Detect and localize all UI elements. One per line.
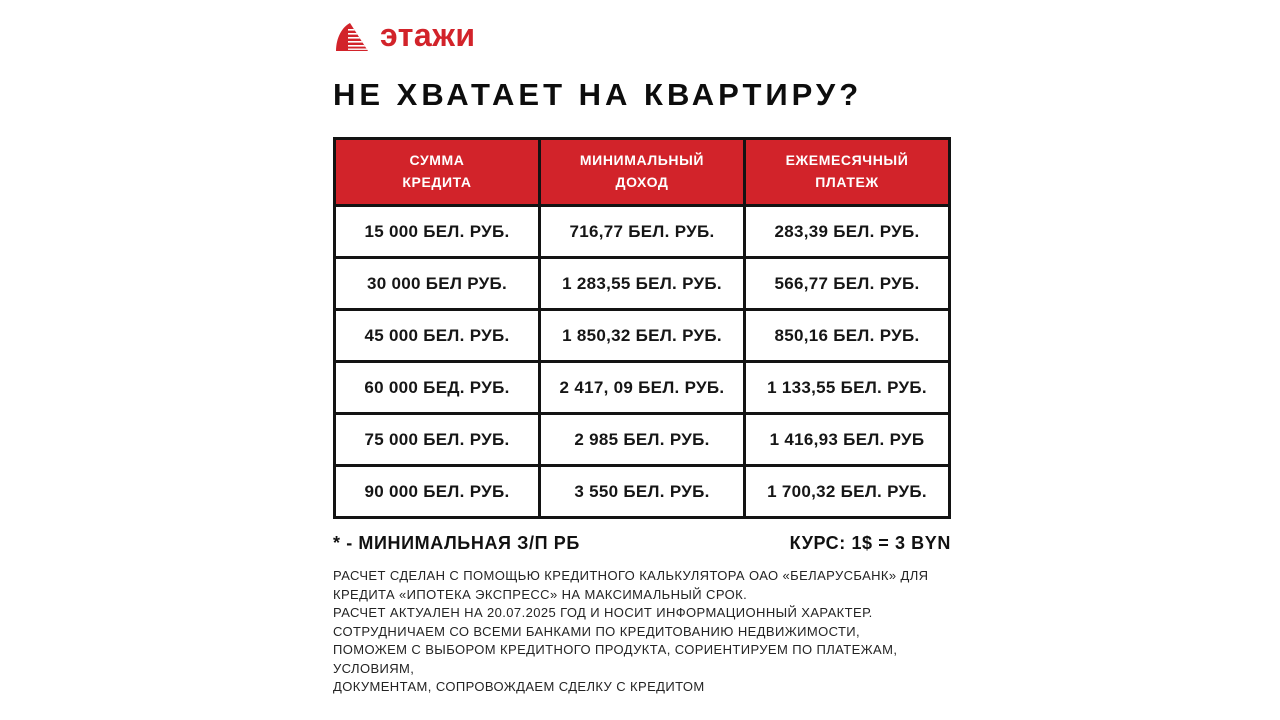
cell-monthly-payment: 566,77 БЕЛ. РУБ.: [743, 256, 951, 311]
cell-min-income: 2 417, 09 БЕЛ. РУБ.: [538, 360, 746, 415]
disclaimer-line: ДОКУМЕНТАМ, СОПРОВОЖДАЕМ СДЕЛКУ С КРЕДИТ…: [333, 679, 705, 694]
cell-min-income: 1 283,55 БЕЛ. РУБ.: [538, 256, 746, 311]
header-cell-monthly-payment: ЕЖЕМЕСЯЧНЫЙ ПЛАТЕЖ: [743, 137, 951, 207]
brand-logo: этажи: [333, 18, 951, 54]
disclaimer-line: РАСЧЕТ АКТУАЛЕН НА 20.07.2025 ГОД И НОСИ…: [333, 605, 873, 620]
cell-monthly-payment: 1 133,55 БЕЛ. РУБ.: [743, 360, 951, 415]
cell-min-income: 716,77 БЕЛ. РУБ.: [538, 204, 746, 259]
cell-monthly-payment: 283,39 БЕЛ. РУБ.: [743, 204, 951, 259]
header-line: КРЕДИТА: [402, 174, 472, 190]
cell-min-income: 1 850,32 БЕЛ. РУБ.: [538, 308, 746, 363]
header-row: СУММА КРЕДИТА МИНИМАЛЬНЫЙ ДОХОД ЕЖЕМЕСЯЧ…: [333, 137, 951, 207]
disclaimer-line: СОТРУДНИЧАЕМ СО ВСЕМИ БАНКАМИ ПО КРЕДИТО…: [333, 623, 861, 639]
header-line: МИНИМАЛЬНЫЙ: [579, 152, 705, 169]
cell-monthly-payment: 850,16 БЕЛ. РУБ.: [743, 308, 951, 363]
content-column: этажи НЕ ХВАТАЕТ НА КВАРТИРУ? СУММА КРЕД…: [333, 18, 951, 697]
disclaimer-line: ПОМОЖЕМ С ВЫБОРОМ КРЕДИТНОГО ПРОДУКТА, С…: [333, 642, 898, 657]
table-row: 15 000 БЕЛ. РУБ. 716,77 БЕЛ. РУБ. 283,39…: [333, 204, 951, 259]
header-cell-credit-sum: СУММА КРЕДИТА: [333, 137, 541, 207]
table-row: 75 000 БЕЛ. РУБ. 2 985 БЕЛ. РУБ. 1 416,9…: [333, 412, 951, 467]
header-line: ЕЖЕМЕСЯЧНЫЙ: [785, 152, 909, 169]
disclaimer-line: КРЕДИТА «ИПОТЕКА ЭКСПРЕСС» НА МАКСИМАЛЬН…: [333, 586, 748, 602]
minimal-salary-footnote: * - МИНИМАЛЬНАЯ З/П РБ: [333, 533, 580, 553]
cell-monthly-payment: 1 416,93 БЕЛ. РУБ: [743, 412, 951, 467]
cell-credit-sum: 45 000 БЕЛ. РУБ.: [333, 308, 541, 363]
credit-table-body: 15 000 БЕЛ. РУБ. 716,77 БЕЛ. РУБ. 283,39…: [333, 204, 951, 519]
header-line: СУММА: [409, 152, 465, 169]
cell-min-income: 3 550 БЕЛ. РУБ.: [538, 464, 746, 519]
brand-logo-text: этажи: [380, 17, 476, 53]
cell-monthly-payment: 1 700,32 БЕЛ. РУБ.: [743, 464, 951, 519]
exchange-rate: КУРС: 1$ = 3 BYN: [789, 533, 951, 553]
cell-min-income: 2 985 БЕЛ. РУБ.: [538, 412, 746, 467]
credit-table-header: СУММА КРЕДИТА МИНИМАЛЬНЫЙ ДОХОД ЕЖЕМЕСЯЧ…: [333, 137, 951, 207]
table-row: 60 000 БЕД. РУБ. 2 417, 09 БЕЛ. РУБ. 1 1…: [333, 360, 951, 415]
building-floors-icon: [333, 20, 371, 53]
credit-table: СУММА КРЕДИТА МИНИМАЛЬНЫЙ ДОХОД ЕЖЕМЕСЯЧ…: [333, 137, 951, 519]
cell-credit-sum: 30 000 БЕЛ РУБ.: [333, 256, 541, 311]
page-title: НЕ ХВАТАЕТ НА КВАРТИРУ?: [333, 77, 863, 112]
disclaimer-line: УСЛОВИЯМ,: [333, 660, 415, 676]
table-row: 30 000 БЕЛ РУБ. 1 283,55 БЕЛ. РУБ. 566,7…: [333, 256, 951, 311]
table-row: 90 000 БЕЛ. РУБ. 3 550 БЕЛ. РУБ. 1 700,3…: [333, 464, 951, 519]
table-row: 45 000 БЕЛ. РУБ. 1 850,32 БЕЛ. РУБ. 850,…: [333, 308, 951, 363]
cell-credit-sum: 90 000 БЕЛ. РУБ.: [333, 464, 541, 519]
header-cell-min-income: МИНИМАЛЬНЫЙ ДОХОД: [538, 137, 746, 207]
header-line: ДОХОД: [615, 174, 669, 190]
disclaimer-text: РАСЧЕТ СДЕЛАН С ПОМОЩЬЮ КРЕДИТНОГО КАЛЬК…: [333, 567, 951, 697]
header-line: ПЛАТЕЖ: [815, 174, 879, 190]
cell-credit-sum: 15 000 БЕЛ. РУБ.: [333, 204, 541, 259]
disclaimer-line: РАСЧЕТ СДЕЛАН С ПОМОЩЬЮ КРЕДИТНОГО КАЛЬК…: [333, 568, 929, 583]
footnote-row: * - МИНИМАЛЬНАЯ З/П РБ КУРС: 1$ = 3 BYN: [333, 533, 951, 554]
cell-credit-sum: 75 000 БЕЛ. РУБ.: [333, 412, 541, 467]
cell-credit-sum: 60 000 БЕД. РУБ.: [333, 360, 541, 415]
